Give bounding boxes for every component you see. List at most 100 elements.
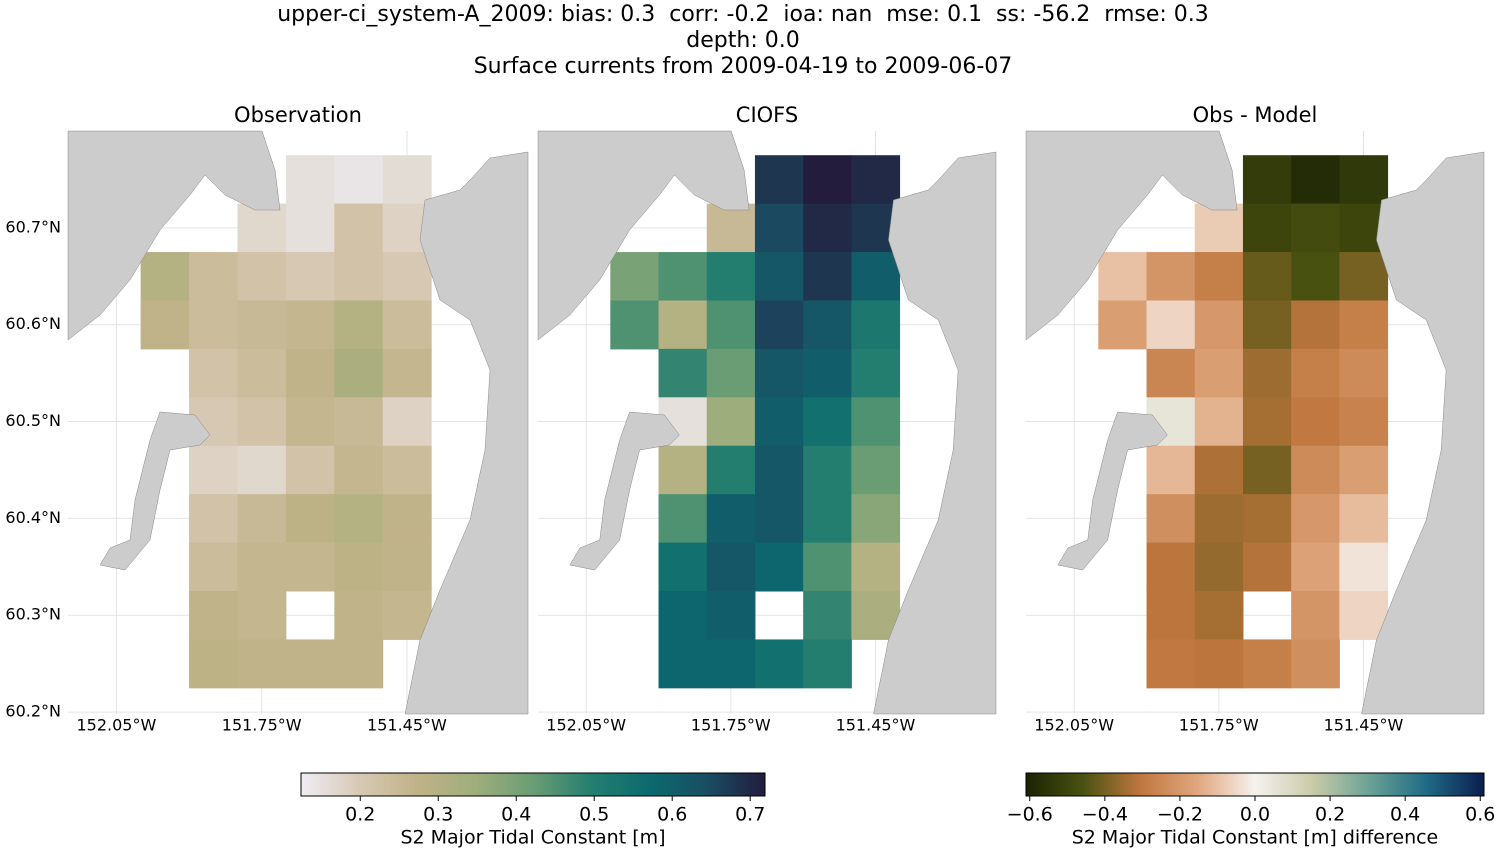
data-cell (285, 542, 335, 592)
data-cell (754, 348, 804, 398)
data-cell (803, 203, 852, 253)
colorbar-tick-label: 0.6 (1465, 804, 1495, 826)
y-tick-label: 60.5°N (5, 411, 61, 430)
data-cell (803, 591, 852, 640)
x-tick-label: 152.05°W (546, 716, 626, 735)
data-cell (803, 542, 852, 592)
data-cell (237, 591, 287, 640)
data-cell (1242, 300, 1292, 350)
data-cell (140, 252, 190, 301)
data-cell (1242, 445, 1292, 495)
x-tick-label: 151.75°W (1179, 716, 1259, 735)
land (873, 151, 997, 715)
data-cell (851, 542, 901, 592)
data-cell (1242, 639, 1292, 689)
data-cell (1291, 445, 1340, 495)
data-cell (851, 494, 901, 544)
data-cell (1291, 542, 1340, 592)
data-cell (1098, 300, 1148, 350)
data-cell (382, 494, 432, 544)
data-cell (382, 397, 432, 447)
panel-title: CIOFS (736, 103, 798, 127)
y-tick-label: 60.3°N (5, 605, 61, 624)
land (569, 411, 680, 571)
data-cell (189, 445, 238, 495)
colorbar-tick-label: 0.0 (1240, 804, 1270, 826)
data-cell (237, 397, 287, 447)
x-tick-label: 151.45°W (836, 716, 916, 735)
data-cell (1194, 639, 1244, 689)
data-cell (851, 397, 901, 447)
colorbar-tick-label: −0.6 (1007, 804, 1053, 826)
data-cell (754, 155, 804, 205)
data-cell (658, 252, 708, 301)
data-cell (1291, 591, 1340, 640)
data-cell (1194, 348, 1244, 398)
data-cell (1291, 639, 1340, 689)
colorbar (1025, 772, 1485, 797)
land (537, 130, 750, 341)
data-cell (1146, 591, 1196, 640)
data-cell (237, 445, 287, 495)
data-cell (803, 397, 852, 447)
data-cell (754, 300, 804, 350)
data-cell (1194, 445, 1244, 495)
data-cell (706, 203, 756, 253)
data-cell (1242, 348, 1292, 398)
data-cell (754, 494, 804, 544)
data-cell (610, 300, 660, 350)
data-cell (382, 252, 432, 301)
x-tick-label: 151.75°W (222, 716, 302, 735)
land (1025, 130, 1238, 341)
data-cell (754, 203, 804, 253)
data-cell (285, 252, 335, 301)
data-cell (754, 639, 804, 689)
data-cell (285, 445, 335, 495)
data-cell (754, 397, 804, 447)
data-cell (334, 397, 384, 447)
data-cell (1194, 203, 1244, 253)
data-cell (706, 252, 756, 301)
data-cell (1242, 542, 1292, 592)
data-cell (237, 494, 287, 544)
colorbar-tick-label: 0.6 (657, 804, 687, 826)
data-cell (610, 252, 660, 301)
data-cell (382, 445, 432, 495)
land (1361, 151, 1485, 715)
data-cell (658, 639, 708, 689)
x-tick-label: 151.45°W (367, 716, 447, 735)
data-cell (658, 494, 708, 544)
data-cell (334, 494, 384, 544)
figure-title: upper-ci_system-A_2009: bias: 0.3 corr: … (277, 2, 1209, 27)
data-cell (1146, 252, 1196, 301)
data-cell (851, 445, 901, 495)
x-tick-label: 151.75°W (691, 716, 771, 735)
data-cell (706, 494, 756, 544)
data-cell (803, 155, 852, 205)
data-cell (803, 348, 852, 398)
data-cell (1339, 252, 1389, 301)
data-cell (706, 300, 756, 350)
data-cell (285, 639, 335, 689)
data-cell (382, 155, 432, 205)
data-cell (754, 252, 804, 301)
data-cell (334, 300, 384, 350)
data-cell (706, 397, 756, 447)
data-cell (334, 542, 384, 592)
colorbar-tick-label: 0.4 (501, 804, 531, 826)
data-cell (285, 397, 335, 447)
data-cell (189, 542, 238, 592)
data-cell (706, 445, 756, 495)
data-cell (140, 300, 190, 350)
panel-title: Observation (234, 103, 362, 127)
data-cell (1291, 252, 1340, 301)
y-tick-label: 60.7°N (5, 217, 61, 236)
colorbar-tick-label: 0.3 (423, 804, 453, 826)
data-cell (803, 252, 852, 301)
data-cell (334, 252, 384, 301)
map-panel: Obs - Model 152.05°W 151.75°W 151.45°W (1025, 103, 1485, 735)
colorbar-tick-label: −0.4 (1082, 804, 1128, 826)
x-tick-label: 152.05°W (1034, 716, 1114, 735)
data-cell (1291, 494, 1340, 544)
